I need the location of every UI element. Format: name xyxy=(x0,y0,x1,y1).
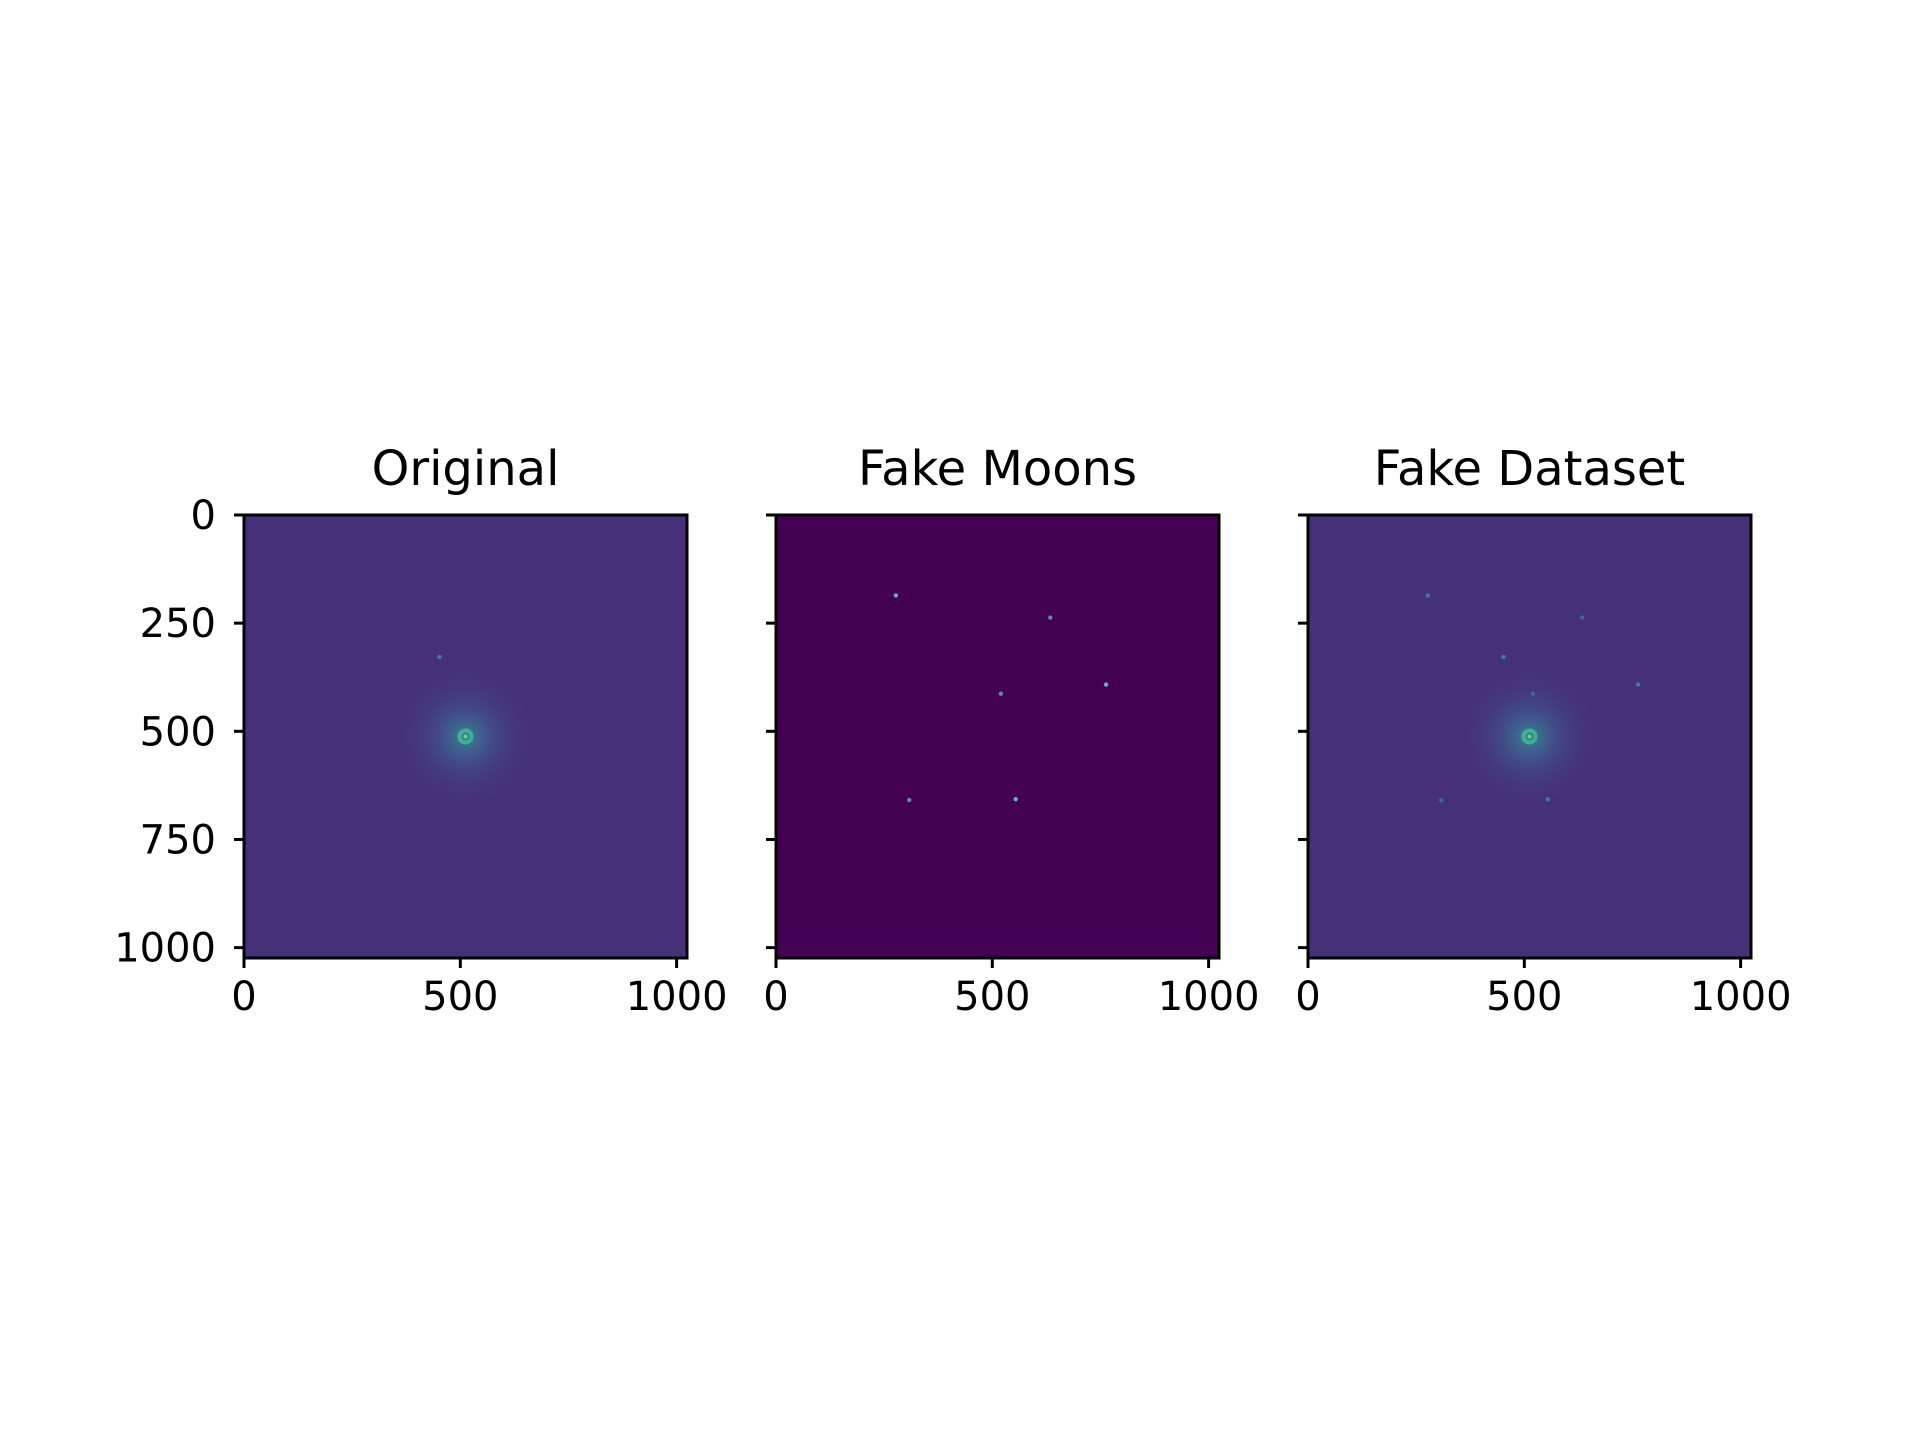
y-tick-label: 0 xyxy=(191,493,216,539)
bright-source-dot xyxy=(893,593,899,598)
x-tick-label: 0 xyxy=(1295,974,1320,1020)
panel-original: Original 0 500 1000 0 250 500 750 1000 xyxy=(114,441,727,1020)
panel-title-fake-dataset: Fake Dataset xyxy=(1374,441,1685,497)
bright-source-core xyxy=(463,734,468,739)
x-tick-label: 0 xyxy=(763,974,788,1020)
bright-source-dot xyxy=(1425,593,1431,598)
bright-source-dot xyxy=(998,691,1004,696)
bright-source-dot xyxy=(437,654,442,660)
panel-fake-dataset: Fake Dataset 0 500 1000 xyxy=(1295,441,1791,1020)
axes-frame xyxy=(242,513,689,960)
bright-source-dot xyxy=(1103,682,1109,687)
axes-frame xyxy=(774,513,1221,960)
panel-fake-moons: Fake Moons 0 500 1000 xyxy=(763,441,1259,1020)
y-tick-label: 750 xyxy=(140,817,216,863)
panel-title-fake-moons: Fake Moons xyxy=(858,441,1137,497)
bright-source-dot xyxy=(1013,797,1018,802)
bright-source-dot xyxy=(1580,615,1585,620)
x-tick-label: 1000 xyxy=(626,974,728,1020)
x-tick-label: 500 xyxy=(954,974,1030,1020)
bright-source-dot xyxy=(1501,654,1506,660)
x-tick-label: 1000 xyxy=(1158,974,1260,1020)
bright-source-ring xyxy=(457,728,474,745)
x-tick-label: 500 xyxy=(422,974,498,1020)
bright-source-dot xyxy=(1545,797,1550,802)
bright-source-dot xyxy=(1635,682,1641,687)
x-tick-label: 1000 xyxy=(1690,974,1792,1020)
bright-source-ring xyxy=(1521,728,1538,745)
image-background xyxy=(776,515,1219,958)
bright-source-dot xyxy=(1439,797,1444,803)
y-tick-label: 1000 xyxy=(114,926,216,972)
bright-source-dot xyxy=(1048,615,1053,620)
y-tick-label: 250 xyxy=(140,601,216,647)
x-tick-label: 500 xyxy=(1486,974,1562,1020)
axes-frame xyxy=(1306,513,1753,960)
y-tick-label: 500 xyxy=(140,709,216,755)
bright-source-dot xyxy=(1530,691,1536,696)
bright-source-core xyxy=(1527,734,1532,739)
x-tick-label: 0 xyxy=(231,974,256,1020)
panel-title-original: Original xyxy=(372,441,560,497)
bright-source-dot xyxy=(907,797,912,803)
